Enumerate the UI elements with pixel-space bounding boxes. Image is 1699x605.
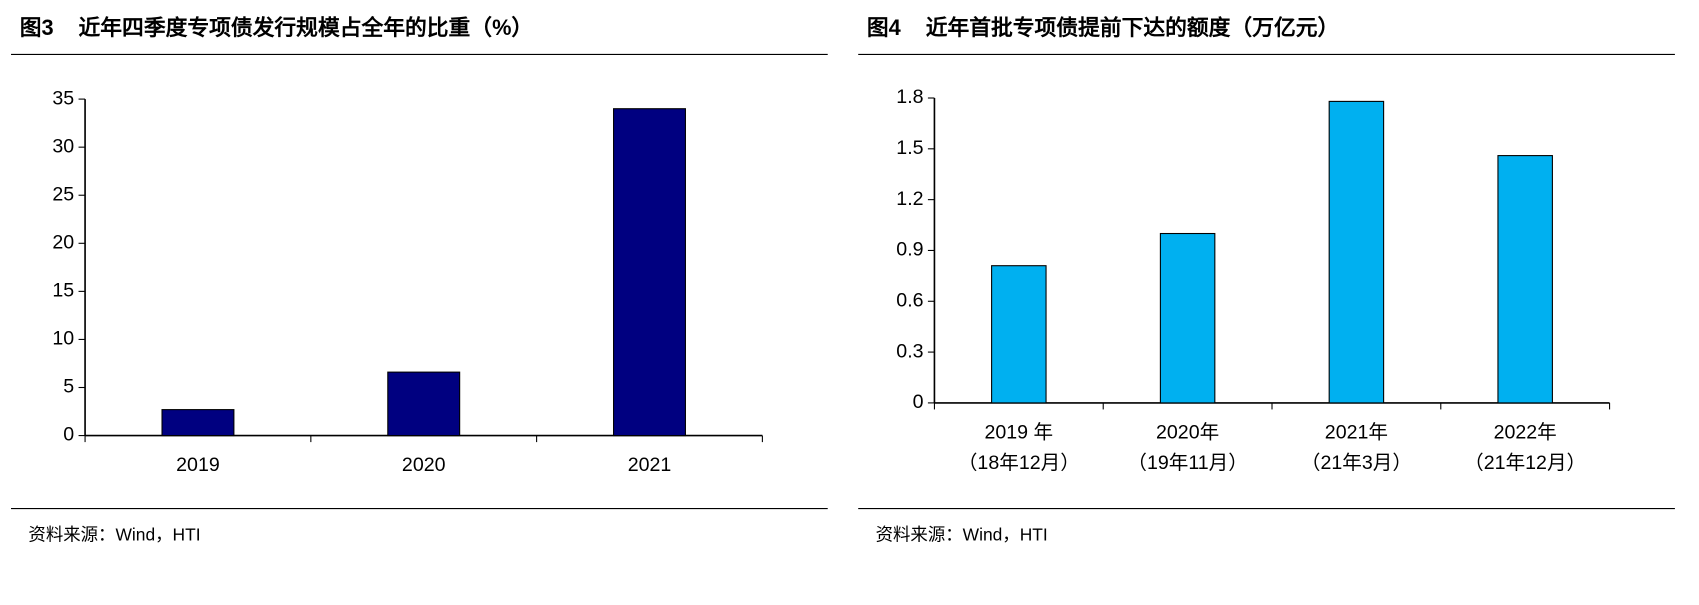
bar bbox=[1159, 232, 1216, 404]
x-tick-label: 2021 bbox=[628, 454, 672, 476]
x-tick-label: 2019 bbox=[176, 454, 220, 476]
x-tick-sublabel: （19年11月） bbox=[1127, 452, 1248, 474]
bar bbox=[161, 409, 235, 437]
y-tick-label: 35 bbox=[52, 87, 74, 109]
source-note: 资料来源：Wind，HTI bbox=[876, 524, 1048, 544]
y-tick-label: 30 bbox=[52, 135, 74, 157]
bar bbox=[991, 265, 1047, 404]
y-tick-label: 5 bbox=[63, 376, 74, 398]
y-tick-label: 0.3 bbox=[896, 340, 923, 362]
x-tick-label: 2021年 bbox=[1325, 422, 1388, 444]
x-tick-label: 2019 年 bbox=[985, 422, 1054, 444]
x-tick-label: 2020年 bbox=[1156, 422, 1219, 444]
y-tick-label: 0 bbox=[63, 424, 74, 446]
figure-label: 图3 bbox=[20, 15, 54, 40]
y-tick-label: 1.2 bbox=[896, 188, 923, 210]
bar bbox=[613, 108, 686, 437]
figure-label: 图4 bbox=[867, 15, 901, 40]
x-tick-label: 2022年 bbox=[1494, 422, 1557, 444]
bar bbox=[1328, 100, 1385, 404]
x-tick-sublabel: （21年3月） bbox=[1301, 452, 1412, 474]
x-tick-sublabel: （21年12月） bbox=[1464, 452, 1586, 474]
y-tick-label: 0.6 bbox=[896, 289, 923, 311]
y-tick-label: 0.9 bbox=[896, 239, 923, 261]
y-tick-label: 20 bbox=[52, 231, 74, 253]
y-tick-label: 25 bbox=[52, 183, 74, 205]
source-note: 资料来源：Wind，HTI bbox=[28, 524, 200, 544]
y-tick-label: 1.5 bbox=[896, 137, 923, 159]
y-tick-label: 10 bbox=[52, 328, 74, 350]
y-tick-label: 0 bbox=[913, 391, 924, 413]
y-tick-label: 15 bbox=[52, 280, 74, 302]
bar bbox=[1497, 155, 1553, 404]
x-tick-sublabel: （18年12月） bbox=[958, 452, 1080, 474]
chart-title: 近年首批专项债提前下达的额度（万亿元） bbox=[926, 15, 1340, 40]
y-tick-label: 1.8 bbox=[896, 86, 923, 108]
chart-title: 近年四季度专项债发行规模占全年的比重（%） bbox=[79, 15, 534, 40]
bar bbox=[387, 371, 461, 437]
x-tick-label: 2020 bbox=[402, 454, 446, 476]
